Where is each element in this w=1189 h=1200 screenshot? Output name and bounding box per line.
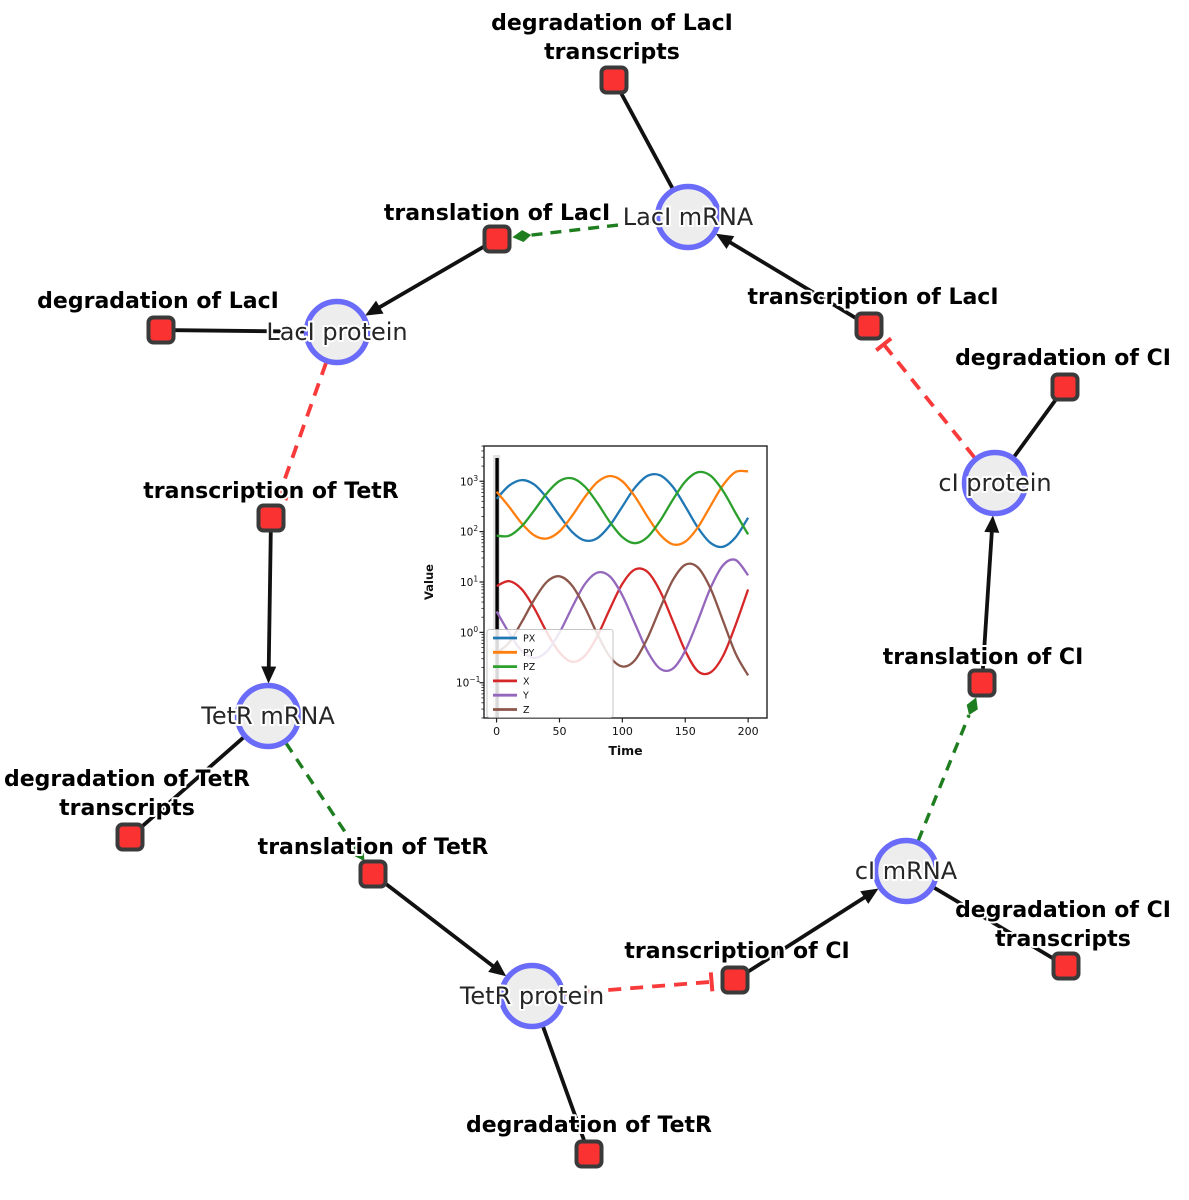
nodes-layer [115, 65, 1081, 1169]
legend: PX PY PZ XYZ [486, 629, 614, 718]
species-label: TetR protein [459, 982, 604, 1010]
modifier-arrowhead-icon [966, 697, 978, 715]
species-node-cI_mRNA[interactable] [872, 837, 940, 905]
labels-layer: degradation of LacI transcripts translatio… [2, 9, 1173, 1140]
x-tick-label: 0 [493, 725, 500, 738]
reaction-node-deg_lacI[interactable] [146, 315, 176, 345]
edge-inhibition-tetR_protein-txn_cI [564, 972, 715, 996]
modifier-arrowhead-icon [353, 845, 365, 862]
species-node-tetR_protein[interactable] [498, 962, 566, 1030]
y-tick-label: 101 [460, 575, 478, 590]
reaction-label: degradation of LacI [37, 289, 279, 314]
species-node-tetR_mRNA[interactable] [234, 682, 302, 750]
arrowhead-icon [488, 959, 507, 977]
reaction-label: transcripts [544, 40, 680, 65]
edge-modifier-lacI_mRNA-transl_lacI [512, 219, 656, 242]
reaction-node-transl_tetR[interactable] [358, 859, 388, 889]
edge-consumption-tetR_protein-deg_tetR [540, 1024, 586, 1142]
inhibition-tbar-icon [708, 972, 715, 992]
edge-production-transl_cI-cI_protein [981, 515, 1000, 669]
arrowhead-icon [715, 233, 735, 249]
reaction-label: transcription of LacI [747, 285, 998, 310]
edge-consumption-lacI_mRNA-deg_lacI_tx [619, 91, 676, 192]
edge-production-txn_cI-cI_mRNA [746, 888, 879, 974]
legend-label-X: X [523, 676, 530, 687]
reaction-node-txn_tetR[interactable] [256, 503, 286, 533]
edge-production-txn_lacI-lacI_mRNA [715, 233, 858, 321]
reaction-node-txn_cI[interactable] [720, 965, 750, 995]
reaction-label: degradation of CI [955, 898, 1171, 923]
reaction-node-transl_cI[interactable] [967, 668, 997, 698]
y-axis-label: Value [422, 564, 436, 600]
series-curve-X [496, 567, 750, 676]
species-node-lacI_protein[interactable] [303, 298, 371, 366]
reaction-label: translation of TetR [258, 835, 489, 860]
series-curve-PZ [496, 470, 750, 545]
reaction-node-deg_cI[interactable] [1050, 372, 1080, 402]
edge-consumption-cI_protein-deg_cI [1011, 397, 1058, 460]
series-curve-PY [495, 469, 749, 546]
x-tick-label: 50 [552, 725, 566, 738]
x-axis-label: Time [608, 743, 642, 758]
reaction-label: degradation of TetR [4, 767, 250, 792]
series-curve-PX [495, 472, 750, 549]
reaction-label: transcription of TetR [143, 479, 399, 504]
species-node-lacI_mRNA[interactable] [654, 183, 722, 251]
inhibition-tbar-icon [269, 490, 289, 501]
reaction-node-deg_cI_tx[interactable] [1051, 951, 1081, 981]
species-label: cI protein [938, 469, 1051, 497]
reaction-node-transl_lacI[interactable] [482, 224, 512, 254]
reaction-label: transcripts [995, 927, 1131, 952]
y-tick-label: 103 [460, 474, 478, 489]
reaction-node-deg_tetR_tx[interactable] [115, 822, 145, 852]
arrowhead-icon [365, 300, 384, 316]
series-curve-Z [495, 562, 750, 676]
species-label: TetR mRNA [200, 702, 335, 730]
legend-label-PX: PX [523, 634, 536, 645]
reaction-node-deg_lacI_tx[interactable] [599, 65, 629, 95]
reaction-label: translation of CI [883, 645, 1084, 670]
reaction-node-txn_lacI[interactable] [854, 311, 884, 341]
y-tick-label: 10−1 [456, 675, 481, 690]
timeseries-inset-chart: 0 50 100 150 20010310210110010−1TimeValuePXP… [422, 445, 768, 758]
legend-label-PZ: PZ [523, 662, 536, 673]
species-label: LacI protein [266, 318, 407, 346]
reaction-label: translation of LacI [384, 201, 610, 226]
edge-production-transl_lacI-lacI_protein [365, 244, 486, 316]
edge-modifier-tetR_mRNA-transl_tetR [284, 742, 365, 862]
y-tick-label: 102 [460, 524, 478, 539]
species-label: LacI mRNA [623, 203, 754, 231]
legend-label-PY: PY [523, 648, 535, 659]
edge-consumption-tetR_mRNA-deg_tetR_tx [139, 734, 247, 829]
legend-label-Y: Y [522, 691, 529, 702]
species-label: cI mRNA [855, 857, 958, 885]
legend-label-Z: Z [523, 705, 530, 716]
y-tick-label: 100 [460, 625, 478, 640]
edge-production-txn_tetR-tetR_mRNA [261, 532, 277, 684]
reaction-label: transcription of CI [624, 939, 849, 964]
edge-modifier-cI_mRNA-transl_cI [916, 697, 978, 842]
arrowhead-icon [860, 888, 879, 904]
x-tick-label: 200 [738, 725, 759, 738]
reaction-node-deg_tetR[interactable] [574, 1139, 604, 1169]
x-tick-label: 150 [675, 725, 696, 738]
edges-layer [139, 91, 1058, 1142]
edge-consumption-cI_mRNA-deg_cI_tx [931, 884, 1055, 961]
species-node-cI_protein[interactable] [961, 449, 1029, 517]
arrowhead-icon [261, 666, 277, 684]
reaction-label: transcripts [59, 796, 195, 821]
reaction-label: degradation of TetR [466, 1113, 712, 1138]
reaction-label: degradation of CI [955, 346, 1171, 371]
inhibition-tbar-icon [875, 336, 893, 352]
edge-consumption-lacI_protein-deg_lacI [175, 328, 307, 334]
edge-inhibition-cI_protein-txn_lacI [875, 336, 977, 459]
edge-production-transl_tetR-tetR_protein [383, 881, 507, 977]
arrowhead-icon [984, 515, 1000, 533]
reaction-label: degradation of LacI [491, 11, 733, 36]
modifier-arrowhead-icon [512, 230, 532, 242]
edge-inhibition-lacI_protein-txn_tetR [269, 361, 328, 501]
x-tick-label: 100 [612, 725, 633, 738]
